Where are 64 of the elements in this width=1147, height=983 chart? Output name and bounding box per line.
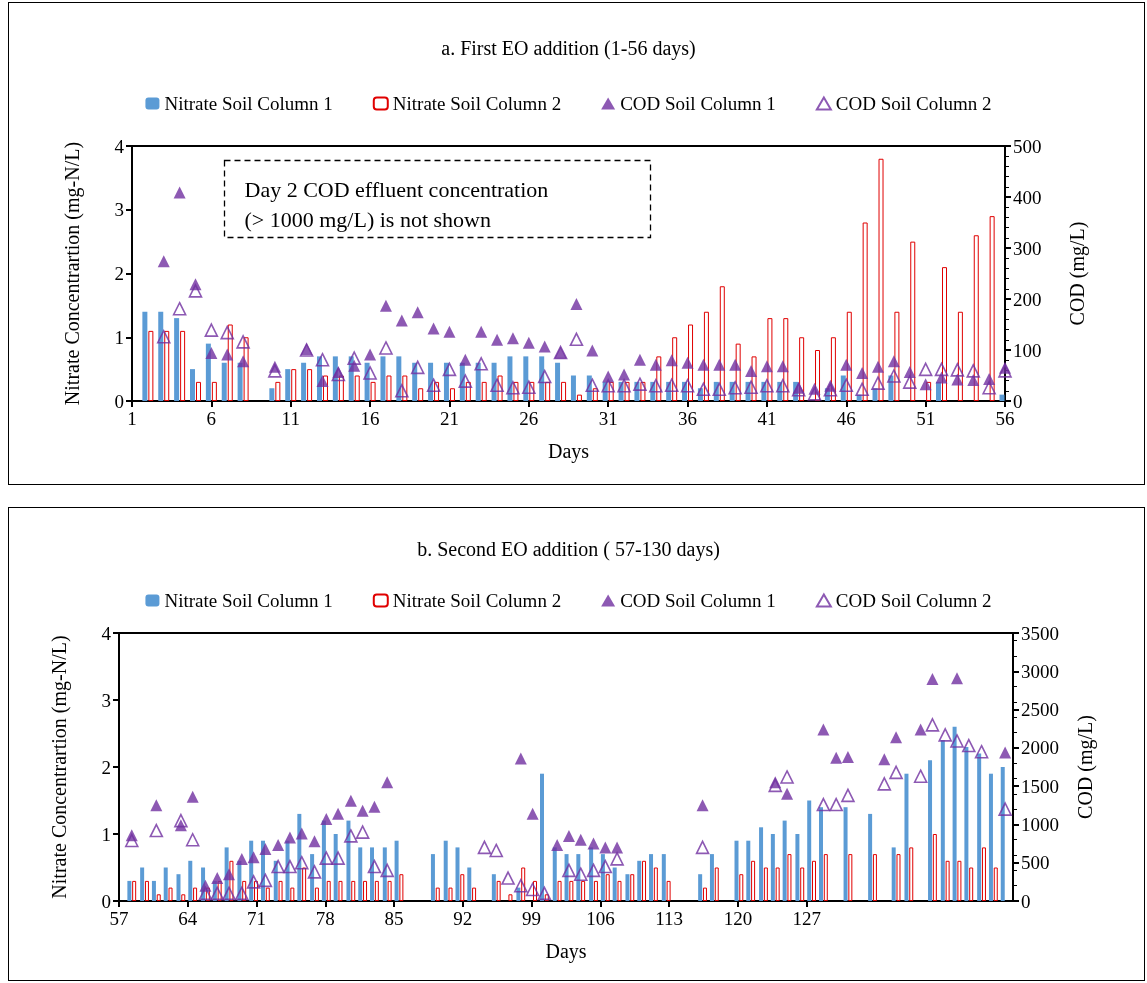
y2-tick-label: 1000: [1021, 813, 1059, 835]
x-tick-label: 51: [916, 408, 936, 429]
y2-tick-label: 3500: [1021, 622, 1059, 644]
x-tick-label: 36: [678, 408, 698, 429]
y-tick-label: 3: [101, 689, 111, 711]
x-tick-label: 21: [439, 408, 459, 429]
x-tick-label: 127: [792, 908, 821, 929]
x-tick-label: 41: [757, 408, 777, 429]
y-tick-label: 4: [114, 135, 125, 157]
y2-tick-label: 0: [1013, 390, 1023, 412]
y-tick-label: 1: [114, 326, 124, 348]
chart-title: a. First EO addition (1-56 days): [441, 37, 696, 60]
y2-tick-label: 300: [1013, 237, 1042, 259]
legend-label: COD Soil Column 1: [620, 590, 776, 611]
y2-tick-label: 500: [1013, 135, 1042, 157]
y2-tick-label: 0: [1021, 890, 1031, 912]
x-tick-label: 26: [519, 408, 539, 429]
y-axis-title: Nitrate Concentrartion (mg-N/L): [48, 635, 71, 899]
x-tick-label: 85: [384, 908, 404, 929]
legend-label: Nitrate Soil Column 2: [392, 590, 562, 611]
x-tick-label: 120: [723, 908, 753, 929]
x-tick-label: 113: [655, 908, 684, 929]
x-tick-label: 46: [836, 408, 856, 429]
y-tick-label: 2: [101, 756, 111, 778]
y-tick-label: 0: [101, 890, 111, 912]
x-tick-label: 71: [247, 908, 267, 929]
chart-title: b. Second EO addition ( 57-130 days): [417, 538, 720, 561]
y2-tick-label: 3000: [1021, 660, 1059, 682]
y2-tick-label: 200: [1013, 288, 1042, 310]
x-tick-label: 31: [598, 408, 618, 429]
y-tick-label: 3: [114, 199, 124, 221]
y2-axis-title: COD (mg/L): [1074, 715, 1097, 819]
x-tick-label: 16: [360, 408, 380, 429]
y2-tick-label: 400: [1013, 186, 1042, 208]
legend-label: COD Soil Column 1: [620, 93, 776, 114]
legend-label: Nitrate Soil Column 2: [392, 93, 562, 114]
legend-label: Nitrate Soil Column 1: [164, 590, 333, 611]
x-tick-label: 57: [109, 908, 129, 929]
y2-tick-label: 500: [1021, 852, 1050, 874]
y-tick-label: 0: [114, 390, 124, 412]
y2-tick-label: 1500: [1021, 775, 1059, 797]
x-axis-title: Days: [547, 440, 590, 463]
x-tick-label: 64: [178, 908, 198, 929]
y2-tick-label: 2500: [1021, 699, 1059, 721]
y-tick-label: 4: [101, 622, 112, 644]
x-tick-label: 6: [206, 408, 217, 429]
x-tick-label: 1: [127, 408, 137, 429]
y2-tick-label: 2000: [1021, 737, 1059, 759]
x-tick-label: 11: [281, 408, 300, 429]
y-tick-label: 1: [101, 823, 111, 845]
legend-label: COD Soil Column 2: [835, 590, 992, 611]
y2-axis-title: COD (mg/L): [1066, 221, 1089, 326]
y-axis-title: Nitrate Concentrartion (mg-N/L): [61, 141, 84, 406]
annotation: Day 2 COD effluent concentration (> 1000 mg/L) is not shown: [244, 177, 549, 232]
x-axis-title: Days: [545, 940, 587, 963]
y-tick-label: 2: [114, 263, 124, 284]
x-tick-label: 78: [315, 908, 335, 929]
legend-label: Nitrate Soil Column 1: [164, 93, 333, 114]
y2-tick-label: 100: [1013, 339, 1042, 361]
x-tick-label: 92: [453, 908, 473, 929]
x-tick-label: 99: [522, 908, 542, 929]
x-tick-label: 106: [586, 908, 615, 929]
legend-label: COD Soil Column 2: [835, 93, 992, 114]
x-tick-label: 56: [995, 408, 1015, 429]
